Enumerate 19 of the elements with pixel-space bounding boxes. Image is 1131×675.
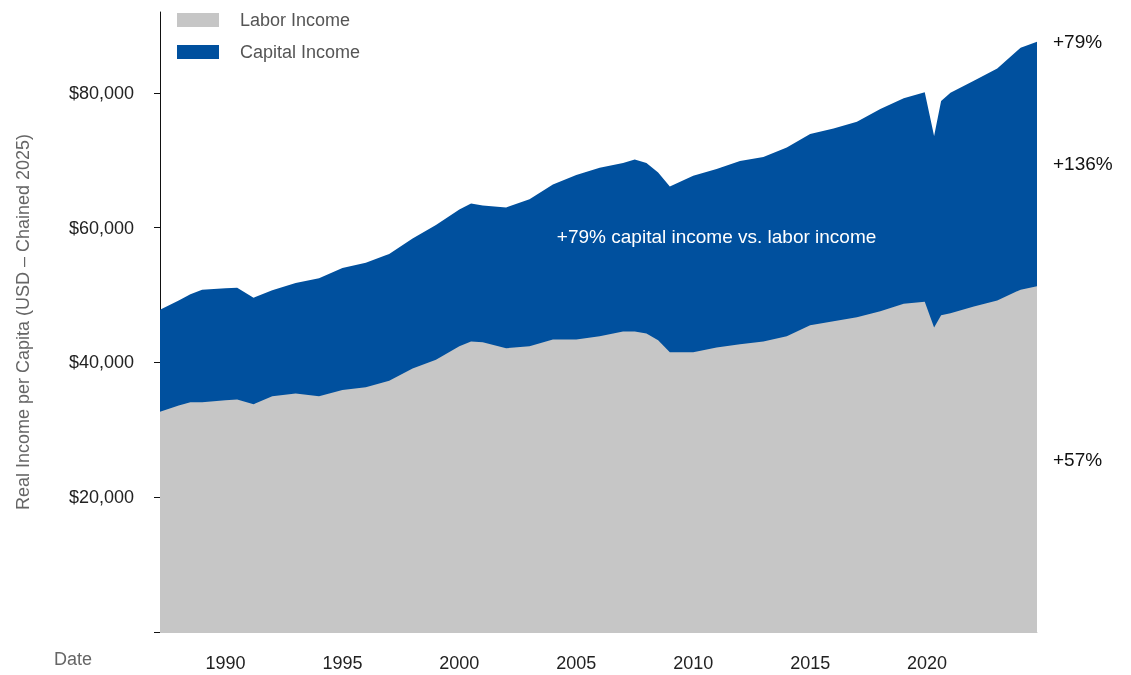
text: +136% (1053, 153, 1113, 175)
text: +79% (1053, 31, 1103, 53)
x-axis-title: Date (54, 649, 93, 669)
x-tick-label: 1990 (205, 653, 246, 673)
annotation: +79% capital income vs. labor income (556, 225, 877, 247)
x-tick-label: 2000 (439, 653, 480, 673)
x-tick-label: 2010 (673, 653, 714, 673)
y-tick-label: $60,000 (68, 217, 134, 238)
legend-label: Capital Income (240, 42, 361, 62)
text: +57% (1053, 448, 1103, 470)
x-tick-label: 2015 (790, 653, 831, 673)
x-tick-label: 1995 (322, 653, 363, 673)
y-tick-label: $40,000 (68, 352, 134, 373)
y-axis-title: Real Income per Capita (USD – Chained 2025) (13, 133, 33, 511)
x-tick-label: 2020 (907, 653, 948, 673)
y-tick-label: $80,000 (68, 82, 134, 103)
y-tick-label: $20,000 (68, 487, 134, 508)
x-tick-label: 2005 (556, 653, 597, 673)
legend-label: Labor Income (240, 10, 351, 30)
